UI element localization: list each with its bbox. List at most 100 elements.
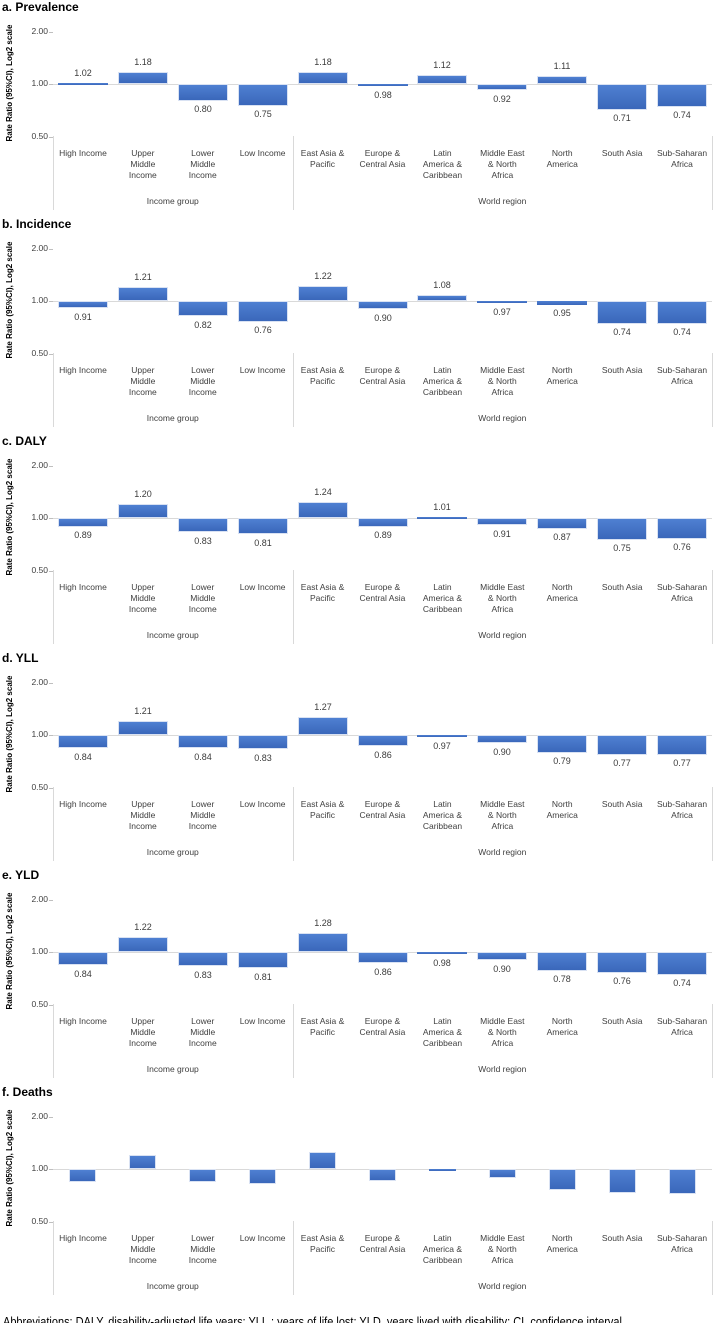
bar-value-label: 0.87: [553, 532, 571, 542]
panel-title: c. DALY: [2, 434, 47, 448]
category-separator-line: [53, 570, 54, 644]
x-category-label-europe-central-asia: Europe & Central Asia: [359, 799, 406, 820]
bar-value-label: 0.77: [613, 758, 631, 769]
x-category-label-high-income: High Income: [59, 1016, 107, 1026]
x-category-label-middle-east-north-africa: Middle East & North Africa: [480, 582, 525, 614]
bar-europe-central-asia: [369, 1169, 396, 1182]
bar-latin-america-caribbean: [417, 295, 467, 301]
bar-lower-middle-income: [189, 1169, 216, 1183]
bar-middle-east-north-africa: [489, 1169, 516, 1178]
bar-value-label: 0.81: [254, 537, 272, 548]
x-category-label-low-income: Low Income: [239, 148, 286, 158]
y-tick-mark: [49, 137, 53, 138]
bar-value-label: 0.83: [194, 969, 212, 980]
x-category-label-europe-central-asia: Europe & Central Asia: [359, 1233, 406, 1254]
x-category-label-middle-east-north-africa: Middle East & North Africa: [480, 1233, 525, 1265]
x-category-label-sub-saharan-africa: Sub-Saharan Africa: [656, 365, 708, 386]
panel-b-incidence: b. Incidence Rate Ratio (95%CI), Log2 sca…: [0, 217, 716, 434]
bar-value-label: 1.08: [433, 280, 451, 291]
bar-south-asia: [597, 735, 647, 755]
bar-value-label: 0.90: [493, 963, 511, 974]
x-category-label-latin-america-caribbean: Latin America & Caribbean: [422, 365, 463, 397]
bar-value-label: 0.78: [553, 974, 571, 985]
category-separator-line: [53, 787, 54, 861]
bar-north-america: [537, 518, 587, 529]
panel-title: f. Deaths: [2, 1085, 53, 1099]
y-tick-label: 2.00: [31, 893, 48, 904]
bar-sub-saharan-africa: [669, 1169, 696, 1194]
bar-north-america: [549, 1169, 576, 1190]
y-tick-mark: [49, 952, 53, 953]
bar-europe-central-asia: [358, 735, 408, 747]
x-category-label-low-income: Low Income: [239, 799, 286, 809]
x-category-label-high-income: High Income: [59, 365, 107, 375]
bar-high-income: [58, 518, 108, 527]
bar-lower-middle-income: [178, 84, 228, 101]
x-group-label-world-region: World region: [478, 1064, 527, 1074]
bar-value-label: 0.90: [493, 746, 511, 757]
y-tick-mark: [49, 1169, 53, 1170]
y-tick-label: 2.00: [31, 242, 48, 253]
x-category-label-upper-middle-income: Upper Middle Income: [128, 582, 157, 614]
x-category-label-latin-america-caribbean: Latin America & Caribbean: [422, 1233, 463, 1265]
category-separator-line: [712, 570, 713, 644]
bar-value-label: 0.97: [433, 740, 451, 751]
x-group-label-world-region: World region: [478, 196, 527, 206]
bar-value-label: 1.24: [314, 486, 332, 497]
bar-low-income: [238, 735, 288, 750]
y-tick-mark: [49, 1005, 53, 1006]
bar-value-label: 0.89: [374, 530, 392, 541]
bar-value-label: 0.76: [673, 542, 691, 553]
x-category-label-north-america: North America: [546, 1233, 578, 1254]
x-category-label-latin-america-caribbean: Latin America & Caribbean: [422, 148, 463, 180]
x-category-label-europe-central-asia: Europe & Central Asia: [359, 1016, 406, 1037]
category-separator-line: [712, 787, 713, 861]
y-tick-label: 0.50: [31, 781, 48, 792]
x-category-label-north-america: North America: [546, 1016, 578, 1037]
y-tick-label: 1.00: [31, 729, 48, 739]
x-category-label-south-asia: South Asia: [601, 1233, 643, 1243]
y-tick-label: 1.00: [31, 295, 48, 305]
y-tick-mark: [49, 466, 53, 467]
bar-low-income: [238, 952, 288, 968]
x-category-label-south-asia: South Asia: [601, 148, 643, 158]
x-category-label-east-asia-pacific: East Asia & Pacific: [300, 1016, 345, 1037]
x-category-label-low-income: Low Income: [239, 582, 286, 592]
category-separator-line: [53, 136, 54, 210]
bar-value-label: 0.90: [374, 312, 392, 323]
bar-low-income: [238, 301, 288, 322]
y-tick-mark: [49, 788, 53, 789]
bar-value-label: 1.22: [134, 921, 152, 932]
y-tick-mark: [49, 84, 53, 85]
bar-value-label: 1.20: [134, 489, 152, 500]
bar-high-income: [69, 1169, 96, 1183]
category-separator-line: [712, 353, 713, 427]
bar-upper-middle-income: [118, 936, 168, 952]
bar-value-label: 0.75: [254, 109, 272, 120]
bar-middle-east-north-africa: [477, 84, 527, 91]
x-category-label-middle-east-north-africa: Middle East & North Africa: [480, 799, 525, 831]
x-category-label-sub-saharan-africa: Sub-Saharan Africa: [656, 582, 708, 603]
bar-high-income: [58, 735, 108, 749]
bar-south-asia: [597, 84, 647, 110]
bar-value-label: 0.74: [613, 327, 631, 338]
x-category-label-middle-east-north-africa: Middle East & North Africa: [480, 1016, 525, 1048]
bar-value-label: 1.18: [314, 56, 332, 67]
x-category-label-east-asia-pacific: East Asia & Pacific: [300, 148, 345, 169]
bar-east-asia-pacific: [298, 285, 348, 301]
bar-value-label: 0.91: [74, 311, 92, 322]
y-tick-label: 2.00: [31, 1110, 48, 1121]
x-category-label-high-income: High Income: [59, 148, 107, 158]
x-group-label-income-group: Income group: [146, 1064, 199, 1074]
panel-title: a. Prevalence: [2, 0, 79, 14]
y-tick-label: 0.50: [31, 130, 48, 141]
bar-north-america: [537, 952, 587, 971]
y-tick-label: 2.00: [31, 676, 48, 687]
bar-middle-east-north-africa: [477, 518, 527, 526]
bar-lower-middle-income: [178, 301, 228, 316]
bar-south-asia: [597, 518, 647, 540]
x-category-label-east-asia-pacific: East Asia & Pacific: [300, 799, 345, 820]
bar-sub-saharan-africa: [657, 952, 707, 975]
bar-value-label: 0.98: [433, 957, 451, 968]
bar-value-label: 0.86: [374, 749, 392, 760]
